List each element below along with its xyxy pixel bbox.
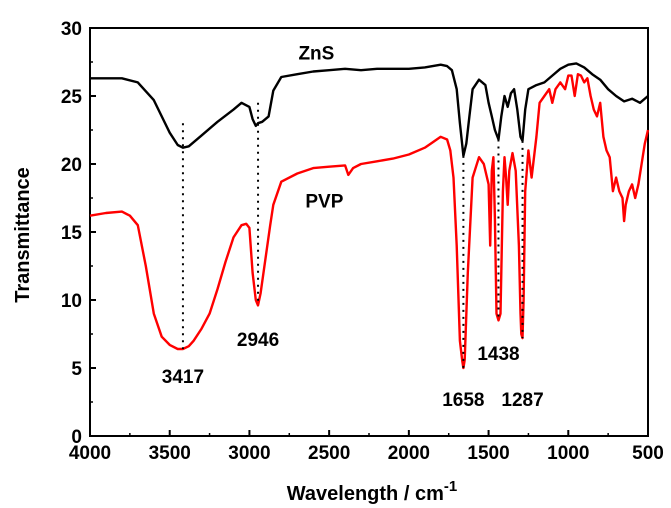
peak-label-3417: 3417 [162, 367, 204, 388]
peak-label-1658: 1658 [442, 390, 484, 411]
y-tick-label: 5 [71, 359, 82, 380]
x-tick-label: 2500 [308, 443, 350, 464]
x-tick-label: 3000 [228, 443, 270, 464]
y-axis-title: Transmittance [12, 167, 34, 303]
y-tick-label: 10 [61, 291, 82, 312]
x-tick-label: 2000 [388, 443, 430, 464]
y-tick-label: 25 [61, 87, 83, 108]
series-label-pvp: PVP [305, 192, 343, 213]
x-tick-label: 1000 [547, 443, 589, 464]
x-tick-label: 3500 [149, 443, 191, 464]
x-axis-title: Wavelength / cm-1 [287, 478, 457, 505]
y-tick-label: 0 [71, 427, 82, 448]
peak-label-2946: 2946 [237, 330, 279, 351]
x-tick-label: 1500 [467, 443, 509, 464]
series-line-pvp [89, 72, 650, 370]
x-tick-label: 4000 [69, 443, 111, 464]
series-line-zns [90, 62, 649, 158]
y-tick-label: 15 [61, 223, 83, 244]
peak-label-1438: 1438 [477, 344, 519, 365]
x-axis-title-superscript: -1 [444, 478, 457, 495]
x-axis-title-main: Wavelength / cm [287, 483, 444, 505]
series-labels: ZnS PVP [298, 43, 343, 212]
y-tick-label: 20 [61, 155, 82, 176]
series-lines [89, 62, 650, 370]
axis-ticks: 4000 3500 3000 2500 2000 1500 1000 500 0 5 10 15 20 2… [61, 19, 664, 464]
x-tick-label: 500 [632, 443, 664, 464]
y-tick-label: 30 [61, 19, 82, 40]
series-label-zns: ZnS [298, 43, 334, 64]
peak-label-1287: 1287 [501, 390, 543, 411]
peak-annotations: 3417 2946 1658 1438 1287 [162, 102, 544, 411]
